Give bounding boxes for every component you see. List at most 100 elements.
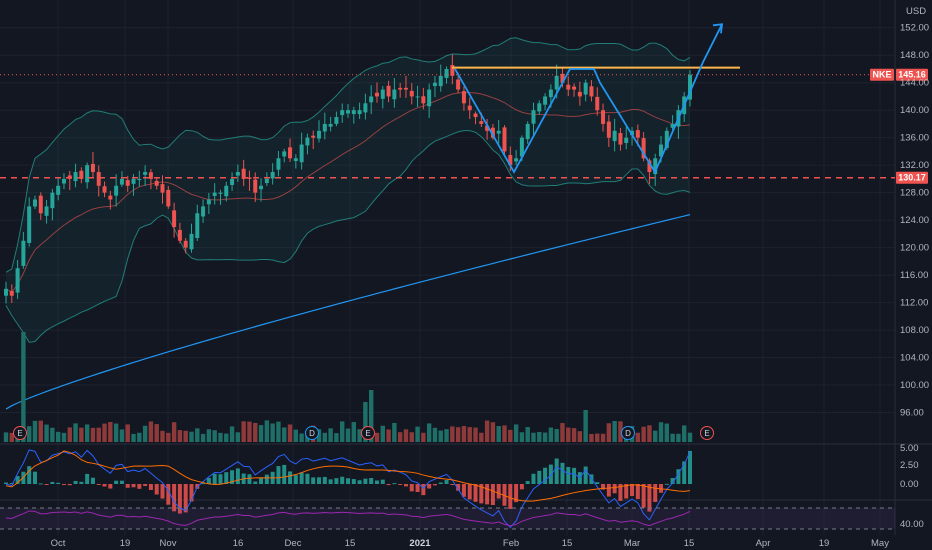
macd-histogram-bar (282, 464, 287, 484)
candle-body (624, 137, 629, 143)
earnings-event-circle (361, 426, 375, 440)
time-tick-label: 2021 (409, 538, 431, 549)
volume-bar (119, 429, 125, 442)
macd-histogram-bar (201, 483, 206, 485)
price-tick-label: 132.00 (900, 160, 929, 171)
volume-bar (403, 429, 409, 442)
volume-bar (635, 432, 641, 442)
bollinger-lower (5, 130, 691, 343)
candle-body (125, 180, 130, 186)
volume-bar (502, 425, 507, 442)
candle-body (519, 137, 524, 157)
price-tick-label: 108.00 (900, 325, 929, 336)
macd-histogram-bar (531, 473, 536, 484)
macd-histogram-bar (276, 466, 281, 484)
macd-histogram-bar (311, 477, 316, 484)
candle-body (154, 180, 159, 186)
volume-bar (537, 431, 542, 442)
macd-histogram-bar (670, 478, 675, 484)
chart-overlays: NKE 145.16 130.17 (0, 23, 928, 184)
volume-bar (432, 427, 438, 442)
volume-bar (531, 432, 536, 442)
candle-body (293, 158, 298, 162)
volume-bar (664, 423, 670, 442)
candle-body (543, 96, 548, 105)
macd-histogram-bar (172, 484, 177, 512)
candle-body (496, 130, 501, 134)
candle-body (444, 68, 449, 78)
macd-histogram-bar (606, 484, 611, 497)
macd-histogram-bar (346, 478, 350, 484)
volume-bar (397, 432, 403, 442)
candle-body (73, 172, 78, 182)
candle-body (27, 206, 32, 243)
bollinger-upper (5, 37, 691, 273)
macd-histogram-bar (322, 476, 327, 484)
macd-pane (4, 449, 692, 529)
macd-histogram-bar (519, 484, 524, 490)
macd-histogram-bar (108, 484, 113, 489)
volume-bar (241, 421, 246, 442)
candle-body (189, 233, 194, 250)
volume-bar (282, 427, 287, 442)
volume-bar (670, 433, 675, 442)
symbol-badge (870, 68, 894, 81)
time-tick-label: 19 (120, 538, 131, 549)
bollinger-fill (6, 37, 690, 343)
candle-body (641, 138, 646, 159)
candle-body (421, 96, 426, 104)
macd-histogram-bar (403, 484, 408, 487)
volume-bar (154, 424, 159, 442)
candle-body (119, 178, 124, 185)
volume-bar (79, 427, 84, 442)
candle-body (525, 123, 530, 140)
macd-histogram-bar (143, 484, 148, 486)
candle-body (601, 110, 606, 124)
macd-histogram-bar (479, 484, 484, 504)
volume-bar (67, 427, 72, 442)
candle-body (612, 130, 617, 142)
time-tick-label: Feb (503, 538, 519, 549)
candle-body (160, 184, 165, 193)
volume-bar (90, 427, 96, 442)
volume-bar (160, 430, 165, 442)
candle-body (212, 192, 217, 196)
macd-histogram-bar (259, 477, 264, 484)
volume-bar (96, 427, 101, 442)
macd-histogram-bar (79, 481, 84, 484)
macd-histogram-bar (125, 484, 130, 488)
macd-histogram-bar (595, 482, 600, 484)
price-tick-label: 128.00 (900, 188, 929, 199)
volume-bar (374, 432, 380, 442)
volume-bar (299, 433, 304, 442)
macd-histogram-bar (288, 471, 293, 484)
candle-body (44, 206, 49, 216)
candle-body (148, 172, 153, 179)
macd-histogram-bar (682, 461, 687, 484)
macd-histogram-bar (44, 484, 49, 485)
volume-bar (125, 424, 130, 442)
macd-histogram-bar (438, 482, 443, 484)
price-tick-label: 144.00 (900, 78, 929, 89)
price-tick-label: 104.00 (900, 353, 929, 364)
candle-body (195, 213, 200, 238)
volume-bar (571, 428, 577, 442)
candle-body (166, 189, 171, 207)
macd-histogram-bar (380, 479, 385, 484)
volume-bar (328, 428, 333, 442)
macd-histogram-bar (305, 473, 310, 484)
macd-histogram-bar (398, 484, 403, 485)
volume-bar (554, 428, 559, 442)
volume-bar (577, 431, 583, 442)
candle-body (201, 206, 206, 217)
macd-histogram-bar (525, 481, 530, 484)
candle-body (357, 110, 362, 115)
volume-bar (195, 428, 200, 442)
volume-bar (50, 427, 55, 442)
candle-body (334, 117, 339, 124)
candle-body (206, 199, 211, 205)
moving-average-20 (5, 92, 691, 293)
time-tick-label: 15 (684, 538, 695, 549)
volume-bar (467, 427, 472, 442)
